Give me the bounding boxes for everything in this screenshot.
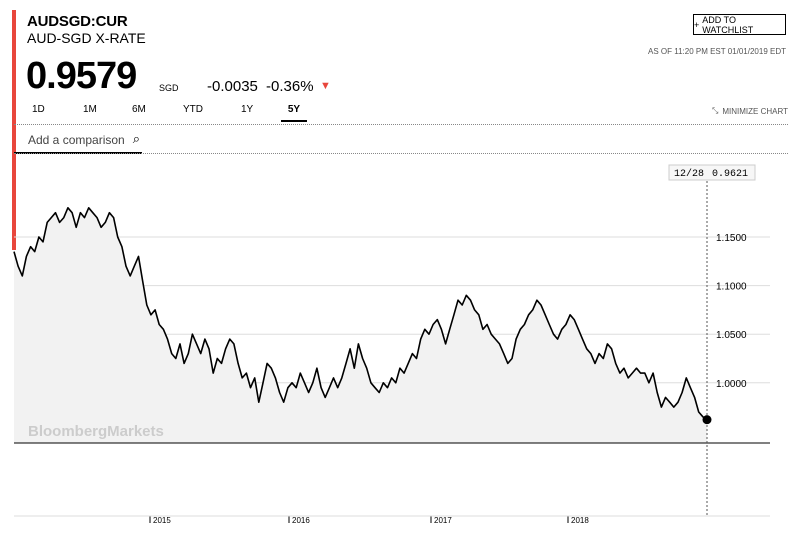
- add-to-watchlist-label: ADD TO WATCHLIST: [702, 14, 754, 35]
- price-change-percent: -0.36%: [266, 78, 314, 95]
- x-tick-label: 2015: [153, 516, 171, 525]
- crosshair-date-label: 12/28: [674, 168, 704, 180]
- area-fill: [14, 207, 707, 443]
- y-tick-label: 1.1000: [716, 282, 747, 293]
- minimize-chart-button[interactable]: ⤡ MINIMIZE CHART: [712, 106, 788, 116]
- collapse-icon: ⤡: [711, 106, 719, 115]
- crosshair-label-box: [668, 164, 756, 181]
- as-of-timestamp: AS OF 11:20 PM EST 01/01/2019 EDT: [648, 47, 786, 56]
- divider: [14, 124, 788, 125]
- divider: [14, 153, 788, 154]
- range-ytd-tab[interactable]: YTD: [183, 104, 203, 115]
- crosshair-value-label: 0.9621: [712, 169, 748, 180]
- search-icon: ⌕: [132, 131, 140, 146]
- range-6m-tab[interactable]: 6M: [132, 104, 146, 115]
- range-1m-tab[interactable]: 1M: [83, 104, 97, 115]
- range-selector: 1D 1M 6M YTD 1Y 5Y: [14, 100, 800, 124]
- comparison-placeholder: Add a comparison: [28, 133, 125, 147]
- current-price: 0.9579: [26, 55, 137, 97]
- price-chart: 1.1500 1.1000 1.0500 1.0000 BloombergMarkets…: [13, 164, 770, 525]
- x-tick-label: 2016: [292, 516, 310, 525]
- price-line: [13, 207, 708, 421]
- plus-icon: +: [694, 19, 700, 30]
- y-tick-label: 1.1500: [716, 233, 747, 244]
- x-tick-label: 2018: [571, 516, 589, 525]
- y-tick-label: 1.0000: [716, 379, 747, 390]
- last-price-marker: [702, 415, 712, 425]
- range-1d-tab[interactable]: 1D: [32, 104, 45, 115]
- down-arrow-icon: ▼: [320, 80, 331, 92]
- price-currency: SGD: [159, 83, 179, 93]
- accent-bar: [12, 10, 16, 250]
- minimize-chart-label: MINIMIZE CHART: [722, 106, 788, 116]
- range-5y-tab[interactable]: 5Y: [281, 104, 307, 122]
- comparison-search[interactable]: Add a comparison ⌕: [14, 128, 142, 154]
- range-1y-tab[interactable]: 1Y: [241, 104, 254, 115]
- add-to-watchlist-button[interactable]: + ADD TO WATCHLIST: [693, 14, 786, 35]
- ticker-symbol: AUDSGD:CUR: [27, 13, 128, 30]
- watermark-logo: BloombergMarkets: [28, 423, 164, 440]
- instrument-name: AUD-SGD X-RATE: [27, 30, 146, 46]
- price-change: -0.0035: [207, 78, 258, 95]
- y-tick-label: 1.0500: [716, 330, 747, 341]
- x-tick-label: 2017: [434, 516, 452, 525]
